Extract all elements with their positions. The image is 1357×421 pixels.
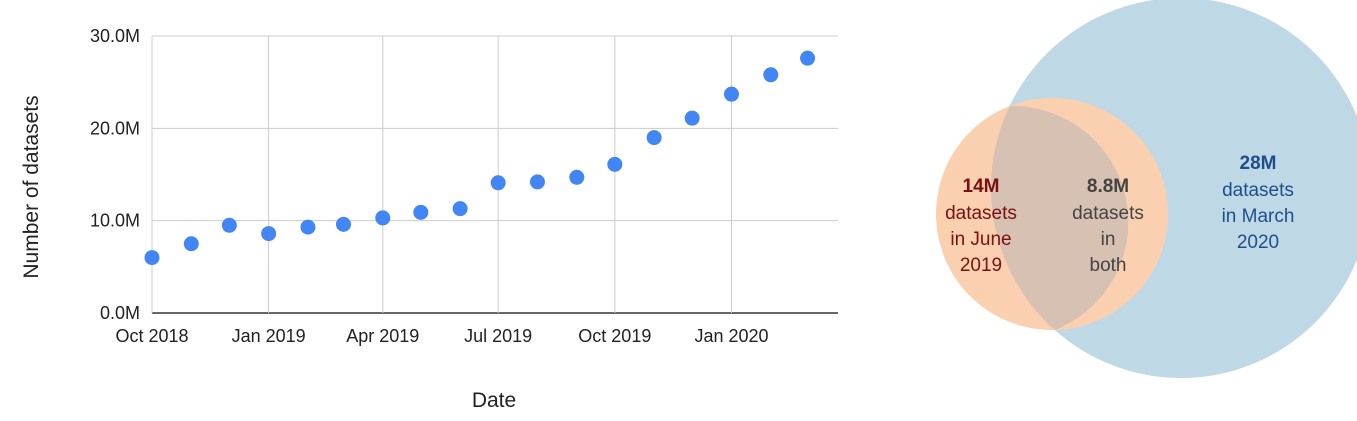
- venn-march-2020-line: in March: [1222, 206, 1295, 227]
- x-tick-label: Jan 2020: [694, 326, 768, 346]
- y-tick-label: 10.0M: [90, 211, 140, 231]
- venn-both-line: datasets: [1072, 203, 1144, 224]
- venn-intersection: [991, 105, 1129, 330]
- data-point: [723, 86, 739, 102]
- y-axis-title: Number of datasets: [20, 95, 43, 278]
- venn-label-both: 8.8M datasets in both: [1072, 176, 1144, 276]
- venn-both-line: in: [1101, 229, 1116, 250]
- data-point: [335, 216, 351, 232]
- scatter-chart: 0.0M 10.0M 20.0M 30.0M Oct 2018 Jan 2019 Apr …: [20, 26, 838, 412]
- data-point: [646, 130, 662, 146]
- venn-label-june-2019: 14M datasets in June 2019: [945, 176, 1017, 276]
- data-points: [144, 50, 816, 266]
- data-point: [800, 50, 816, 66]
- data-point: [183, 236, 199, 252]
- y-tick-label: 30.0M: [90, 26, 140, 46]
- venn-june-2019-line: 2019: [960, 255, 1002, 276]
- venn-june-2019-line: in June: [950, 229, 1011, 250]
- venn-june-2019-line: datasets: [945, 203, 1017, 224]
- y-tick-label: 20.0M: [90, 118, 140, 138]
- x-tick-label: Oct 2019: [578, 326, 651, 346]
- venn-march-2020-line: 2020: [1237, 232, 1279, 253]
- data-point: [413, 204, 429, 220]
- y-tick-labels: 0.0M 10.0M 20.0M 30.0M: [90, 26, 140, 323]
- data-point: [375, 210, 391, 226]
- x-tick-label: Oct 2018: [115, 326, 188, 346]
- venn-march-2020-value: 28M: [1240, 153, 1277, 174]
- x-tick-label: Jan 2019: [232, 326, 306, 346]
- data-point: [763, 67, 779, 83]
- x-tick-label: Apr 2019: [346, 326, 419, 346]
- data-point: [569, 169, 585, 185]
- venn-diagram: 14M datasets in June 2019 8.8M datasets …: [936, 0, 1357, 378]
- data-point: [607, 156, 623, 172]
- grid-lines: [151, 35, 838, 314]
- data-point: [300, 219, 316, 235]
- data-point: [529, 174, 545, 190]
- data-point: [144, 250, 160, 266]
- data-point: [490, 175, 506, 191]
- x-axis-title: Date: [472, 389, 516, 412]
- data-point: [684, 110, 700, 126]
- venn-both-line: both: [1090, 255, 1127, 276]
- venn-both-value: 8.8M: [1087, 176, 1129, 197]
- data-point: [452, 201, 468, 217]
- venn-label-march-2020: 28M datasets in March 2020: [1222, 153, 1295, 253]
- venn-march-2020-line: datasets: [1222, 180, 1294, 201]
- x-tick-label: Jul 2019: [464, 326, 532, 346]
- y-tick-label: 0.0M: [100, 303, 140, 323]
- data-point: [221, 217, 237, 233]
- venn-june-2019-value: 14M: [963, 176, 1000, 197]
- data-point: [261, 226, 277, 242]
- x-tick-labels: Oct 2018 Jan 2019 Apr 2019 Jul 2019 Oct 2019…: [115, 326, 768, 346]
